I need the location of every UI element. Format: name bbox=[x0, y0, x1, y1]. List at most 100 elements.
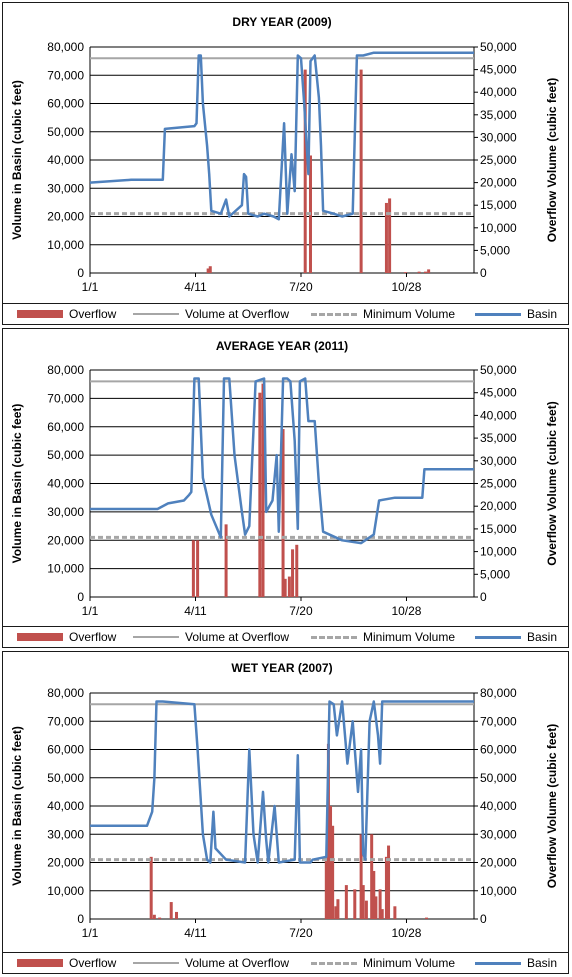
overflow-bar bbox=[331, 825, 335, 919]
overflow-bar bbox=[370, 834, 374, 919]
legend-item-basin: Basin bbox=[475, 307, 557, 321]
overflow-bar bbox=[384, 856, 388, 919]
y-tick-label: 70,000 bbox=[47, 391, 84, 405]
legend-label-volume-at-overflow: Volume at Overflow bbox=[185, 307, 290, 321]
y-axis-label: Volume in Basin (cubic feet) bbox=[10, 404, 24, 564]
y-tick-label: 20,000 bbox=[47, 533, 84, 547]
x-tick-label: 7/20 bbox=[289, 604, 313, 618]
chart-title: DRY YEAR (2009) bbox=[232, 15, 331, 29]
legend-label-basin: Basin bbox=[527, 630, 558, 644]
overflow-bar bbox=[281, 429, 285, 597]
x-tick-label: 7/20 bbox=[289, 926, 313, 940]
y-axis-label: Volume in Basin (cubic feet) bbox=[10, 80, 24, 240]
legend-swatch-basin bbox=[475, 635, 521, 639]
legend-item-minimum-volume: Minimum Volume bbox=[311, 630, 455, 644]
y2-tick-label: 40,000 bbox=[480, 799, 517, 813]
x-tick-label: 4/11 bbox=[184, 604, 207, 618]
overflow-bar bbox=[372, 870, 376, 919]
y-tick-label: 60,000 bbox=[47, 420, 84, 434]
y2-tick-label: 0 bbox=[480, 266, 487, 280]
x-tick-label: 10/28 bbox=[391, 604, 421, 618]
y-tick-label: 30,000 bbox=[47, 181, 84, 195]
legend-swatch-minimum-volume bbox=[311, 961, 357, 965]
overflow-bar bbox=[361, 885, 365, 919]
overflow-bar bbox=[427, 269, 431, 273]
overflow-bar bbox=[374, 896, 378, 919]
y2-tick-label: 20,000 bbox=[480, 499, 517, 513]
overflow-bar bbox=[196, 540, 200, 597]
legend-swatch-overflow bbox=[17, 310, 63, 318]
y2-tick-label: 30,000 bbox=[480, 130, 517, 144]
legend-item-volume-at-overflow: Volume at Overflow bbox=[133, 307, 289, 321]
overflow-bar bbox=[417, 271, 421, 273]
y2-tick-label: 35,000 bbox=[480, 108, 517, 122]
y-tick-label: 80,000 bbox=[47, 363, 84, 377]
legend-label-minimum-volume: Minimum Volume bbox=[363, 630, 456, 644]
legend-label-basin: Basin bbox=[527, 956, 558, 970]
y2-tick-label: 10,000 bbox=[480, 884, 517, 898]
y2-tick-label: 50,000 bbox=[480, 40, 517, 54]
overflow-bar bbox=[291, 549, 295, 597]
x-tick-label: 4/11 bbox=[184, 926, 207, 940]
overflow-bar bbox=[423, 271, 427, 273]
y-tick-label: 60,000 bbox=[47, 743, 84, 757]
x-tick-label: 10/28 bbox=[391, 926, 421, 940]
overflow-bar bbox=[175, 911, 179, 919]
legend-swatch-basin bbox=[475, 961, 521, 965]
y-tick-label: 50,000 bbox=[47, 125, 84, 139]
y2-tick-label: 45,000 bbox=[480, 386, 517, 400]
overflow-bar bbox=[208, 266, 212, 273]
x-tick-label: 7/20 bbox=[289, 280, 313, 294]
legend-item-minimum-volume: Minimum Volume bbox=[311, 956, 455, 970]
legend-label-overflow: Overflow bbox=[69, 307, 117, 321]
overflow-bar bbox=[359, 69, 363, 273]
y2-tick-label: 15,000 bbox=[480, 198, 517, 212]
y-tick-label: 80,000 bbox=[47, 40, 84, 54]
x-tick-label: 1/1 bbox=[82, 280, 99, 294]
legend-label-minimum-volume: Minimum Volume bbox=[363, 956, 456, 970]
chart-panel-wet-year: WET YEAR (2007) 0 10,000 20,000 30,000 40,000… bbox=[2, 651, 569, 974]
y2-axis-label: Overflow Volume (cubic feet) bbox=[545, 724, 559, 888]
x-tick-label: 1/1 bbox=[82, 926, 99, 940]
basin-line bbox=[89, 51, 474, 221]
overflow-bar bbox=[403, 272, 407, 273]
legend-swatch-volume-at-overflow bbox=[133, 636, 179, 638]
legend-item-minimum-volume: Minimum Volume bbox=[311, 307, 455, 321]
y-tick-label: 0 bbox=[77, 590, 84, 604]
legend-item-volume-at-overflow: Volume at Overflow bbox=[133, 956, 289, 970]
overflow-bar bbox=[206, 268, 210, 273]
y2-tick-label: 20,000 bbox=[480, 856, 517, 870]
y-tick-label: 30,000 bbox=[47, 505, 84, 519]
chart-panel-average-year: AVERAGE YEAR (2011) 0 10,000 20,000 30,000 40… bbox=[2, 328, 569, 648]
legend-item-overflow: Overflow bbox=[17, 956, 116, 970]
overflow-bar bbox=[387, 845, 391, 919]
y2-tick-label: 10,000 bbox=[480, 545, 517, 559]
chart-svg: DRY YEAR (2009) 0 10,000 20,000 30,000 40,000… bbox=[10, 15, 559, 294]
y-tick-label: 30,000 bbox=[47, 827, 84, 841]
overflow-bar bbox=[336, 899, 340, 919]
basin-line bbox=[90, 700, 474, 864]
overflow-bar bbox=[191, 540, 195, 597]
chart-svg: AVERAGE YEAR (2011) 0 10,000 20,000 30,000 40… bbox=[10, 339, 559, 618]
y2-tick-label: 0 bbox=[480, 912, 487, 926]
overflow-bar bbox=[334, 906, 338, 919]
overflow-bar bbox=[149, 856, 153, 919]
legend-label-volume-at-overflow: Volume at Overflow bbox=[185, 630, 290, 644]
y2-tick-label: 25,000 bbox=[480, 153, 517, 167]
overflow-bar bbox=[326, 743, 330, 919]
y2-tick-label: 50,000 bbox=[480, 363, 517, 377]
overflow-bar bbox=[425, 917, 429, 919]
y2-tick-label: 70,000 bbox=[480, 714, 517, 728]
y-tick-label: 80,000 bbox=[47, 686, 84, 700]
y2-tick-label: 30,000 bbox=[480, 454, 517, 468]
x-tick-label: 10/28 bbox=[391, 280, 421, 294]
y-axis-label: Volume in Basin (cubic feet) bbox=[10, 726, 24, 886]
overflow-bar bbox=[295, 544, 299, 597]
overflow-bar bbox=[344, 885, 348, 919]
overflow-bar bbox=[388, 198, 392, 273]
y-tick-label: 20,000 bbox=[47, 856, 84, 870]
legend-swatch-overflow bbox=[17, 959, 63, 967]
legend-item-basin: Basin bbox=[475, 956, 557, 970]
y2-tick-label: 30,000 bbox=[480, 827, 517, 841]
